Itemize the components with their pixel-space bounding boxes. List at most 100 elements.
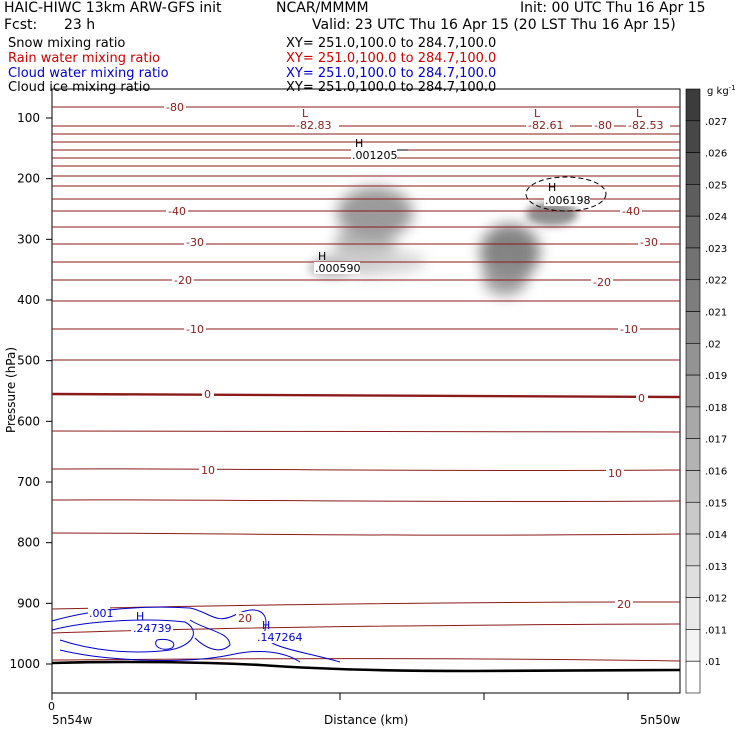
colorbar-level-label: .016 bbox=[705, 466, 727, 477]
colorbar-swatch bbox=[685, 597, 701, 630]
colorbar-swatch bbox=[685, 343, 701, 376]
colorbar-swatch bbox=[685, 215, 701, 249]
colorbar-level-label: .014 bbox=[705, 530, 727, 541]
colorbar-level-label: .025 bbox=[705, 180, 727, 191]
high-value-2: .006198 bbox=[545, 194, 591, 207]
field-xy-cloud-ice: XY= 251.0,100.0 to 284.7,100.0 bbox=[286, 80, 497, 95]
low-marker-3: L bbox=[636, 107, 643, 120]
colorbar-level-label: .024 bbox=[705, 212, 727, 223]
colorbar-swatch bbox=[685, 470, 701, 503]
high-marker-5: H bbox=[262, 619, 270, 632]
y-axis: 100 200 300 400 500 600 700 800 900 1000 bbox=[9, 111, 52, 671]
x-axis-label: Distance (km) bbox=[324, 713, 408, 727]
extrema-markers: L -82.83 L -82.61 L -82.53 H .001205 H .… bbox=[88, 107, 670, 644]
temp-label-20: 20 bbox=[238, 612, 252, 625]
y-tick-label: 700 bbox=[17, 475, 40, 489]
colorbar-swatch bbox=[685, 438, 701, 471]
colorbar-swatch bbox=[685, 533, 701, 567]
y-tick-label: 1000 bbox=[9, 657, 40, 671]
field-xy-rain: XY= 251.0,100.0 to 284.7,100.0 bbox=[286, 51, 497, 66]
temp-label-10: 10 bbox=[201, 464, 215, 477]
temp-label-0-right: 0 bbox=[638, 392, 645, 405]
y-tick-label: 500 bbox=[17, 354, 40, 368]
temp-label-minus80: -80 bbox=[166, 101, 184, 114]
colorbar-level-label: .02 bbox=[705, 339, 721, 350]
field-name-cloud-ice: Cloud ice mixing ratio bbox=[8, 80, 151, 95]
colorbar-level-label: .026 bbox=[705, 149, 727, 160]
temp-label-20-right: 20 bbox=[617, 598, 631, 611]
field-xy-snow: XY= 251.0,100.0 to 284.7,100.0 bbox=[286, 36, 497, 51]
high-marker-4: H bbox=[136, 610, 144, 623]
cloud-water-contour-label: .001 bbox=[89, 607, 114, 620]
cloud-water-contours bbox=[51, 606, 341, 663]
colorbar-swatch bbox=[685, 152, 701, 185]
field-name-cloud-water: Cloud water mixing ratio bbox=[8, 66, 169, 81]
field-xy-cloud-water: XY= 251.0,100.0 to 284.7,100.0 bbox=[286, 66, 497, 81]
y-tick-label: 600 bbox=[17, 414, 40, 428]
center-name: NCAR/MMMM bbox=[276, 0, 369, 16]
y-tick-label: 800 bbox=[17, 536, 40, 550]
high-value-1: .001205 bbox=[352, 149, 398, 162]
low-value-3: -82.53 bbox=[628, 119, 663, 132]
fcst-value: 23 h bbox=[64, 17, 96, 33]
temp-label-0: 0 bbox=[204, 388, 211, 401]
colorbar-level-label: .01 bbox=[705, 657, 721, 668]
temperature-labels: -80 -80 -40 -40 -30 -30 -20 -20 -10 -10 … bbox=[164, 101, 660, 625]
y-axis-label: Pressure (hPa) bbox=[4, 347, 18, 433]
temp-label-minus30-right: -30 bbox=[640, 236, 658, 249]
y-tick-label: 900 bbox=[17, 596, 40, 610]
colorbar-level-label: .022 bbox=[705, 276, 727, 287]
temp-label-minus20-right: -20 bbox=[593, 276, 611, 289]
temp-label-10-right: 10 bbox=[608, 467, 622, 480]
temp-label-minus30: -30 bbox=[186, 236, 204, 249]
low-value-2: -82.61 bbox=[528, 119, 563, 132]
high-value-5: .147264 bbox=[257, 631, 303, 644]
temp-label-minus80-right: -80 bbox=[594, 119, 612, 132]
valid-time: Valid: 23 UTC Thu 16 Apr 15 (20 LST Thu … bbox=[312, 17, 676, 33]
low-marker-1: L bbox=[302, 107, 309, 120]
terrain-line bbox=[51, 660, 681, 673]
y-tick-label: 100 bbox=[17, 111, 40, 125]
colorbar-swatch bbox=[685, 184, 701, 217]
low-marker-2: L bbox=[534, 107, 541, 120]
high-marker-1: H bbox=[355, 137, 363, 150]
y-tick-label: 300 bbox=[17, 232, 40, 246]
colorbar-level-label: .012 bbox=[705, 594, 727, 605]
colorbar-level-label: .027 bbox=[705, 117, 727, 128]
plot-frame bbox=[51, 88, 681, 694]
temp-label-minus40: -40 bbox=[168, 205, 186, 218]
snow-contour bbox=[525, 176, 607, 212]
y-tick-label: 200 bbox=[17, 172, 40, 186]
colorbar-swatch bbox=[685, 629, 701, 662]
colorbar-swatch bbox=[685, 565, 701, 598]
colorbar-unit: g kg-1 bbox=[707, 84, 736, 97]
colorbar-swatch bbox=[685, 501, 701, 535]
model-title: HAIC-HIWC 13km ARW-GFS init bbox=[4, 0, 222, 16]
temp-label-minus10: -10 bbox=[186, 323, 204, 336]
temp-label-minus20: -20 bbox=[174, 274, 192, 287]
y-tick-label: 400 bbox=[17, 293, 40, 307]
colorbar-level-label: .023 bbox=[705, 244, 727, 255]
colorbar-swatch bbox=[685, 120, 701, 153]
colorbar-level-label: .017 bbox=[705, 435, 727, 446]
colorbar-level-label: .021 bbox=[705, 308, 727, 319]
colorbar-swatch bbox=[685, 311, 701, 344]
colorbar-level-label: .015 bbox=[705, 498, 727, 509]
colorbar-swatch bbox=[685, 660, 701, 694]
colorbar-swatch bbox=[685, 88, 701, 122]
field-name-rain: Rain water mixing ratio bbox=[8, 51, 161, 66]
colorbar-swatch bbox=[685, 374, 701, 408]
high-marker-2: H bbox=[548, 181, 556, 194]
init-time: Init: 00 UTC Thu 16 Apr 15 bbox=[520, 0, 706, 16]
colorbar-level-label: .019 bbox=[705, 371, 727, 382]
fcst-label: Fcst: bbox=[4, 17, 38, 33]
x-tick-zero: 0 bbox=[48, 700, 55, 713]
colorbar-swatch bbox=[685, 247, 701, 281]
low-value-1: -82.83 bbox=[296, 119, 331, 132]
high-value-3: .000590 bbox=[315, 262, 361, 275]
x-start-label: 5n54w bbox=[52, 713, 93, 727]
temp-label-minus40-right: -40 bbox=[622, 205, 640, 218]
colorbar-level-label: .018 bbox=[705, 403, 727, 414]
high-marker-3: H bbox=[318, 250, 326, 263]
